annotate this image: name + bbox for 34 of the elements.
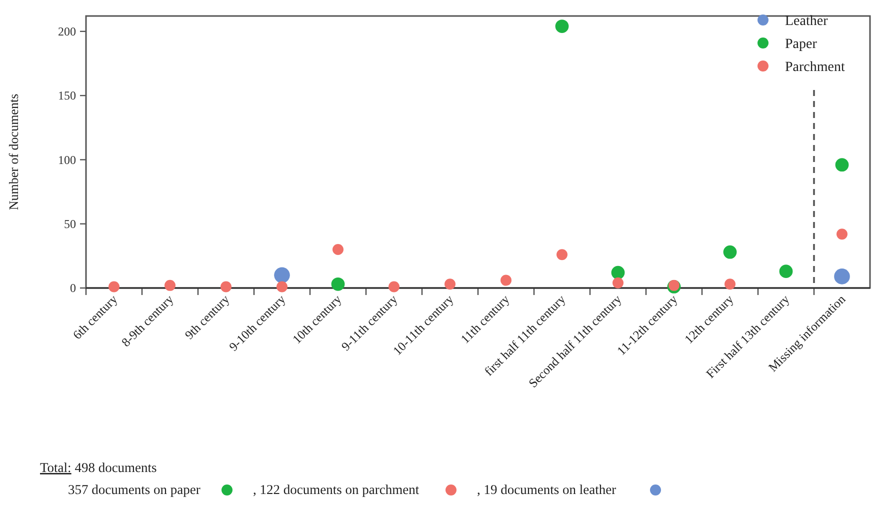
legend-label: Paper [785,36,818,52]
point [220,281,232,292]
point [668,280,680,291]
point [332,244,344,256]
point [555,20,569,33]
point [164,280,176,291]
point [331,277,345,291]
text: , 19 documents on leather [477,482,617,497]
y-tick-label: 150 [58,88,76,103]
point [779,264,793,278]
text: Total: 498 documents [40,460,157,475]
point [500,274,512,286]
point [444,278,456,290]
point [834,268,850,284]
y-tick-label: 200 [58,24,76,39]
point [723,245,737,259]
text: , 122 documents on parchment [253,482,420,497]
text: 357 documents on paper [68,482,201,497]
point [556,249,568,260]
y-tick-label: 0 [70,281,76,296]
y-tick-label: 100 [58,152,76,167]
point [724,278,736,290]
y-tick-label: 50 [64,217,76,232]
point [835,158,849,172]
legend-label: Leather [785,14,828,29]
point [388,281,400,292]
point [274,267,290,284]
point [611,266,625,280]
y-axis-title: Number of documents [6,94,21,210]
point [108,281,120,292]
point [836,228,848,240]
point [276,281,288,292]
legend-label: Parchment [785,60,845,75]
point [612,277,624,288]
